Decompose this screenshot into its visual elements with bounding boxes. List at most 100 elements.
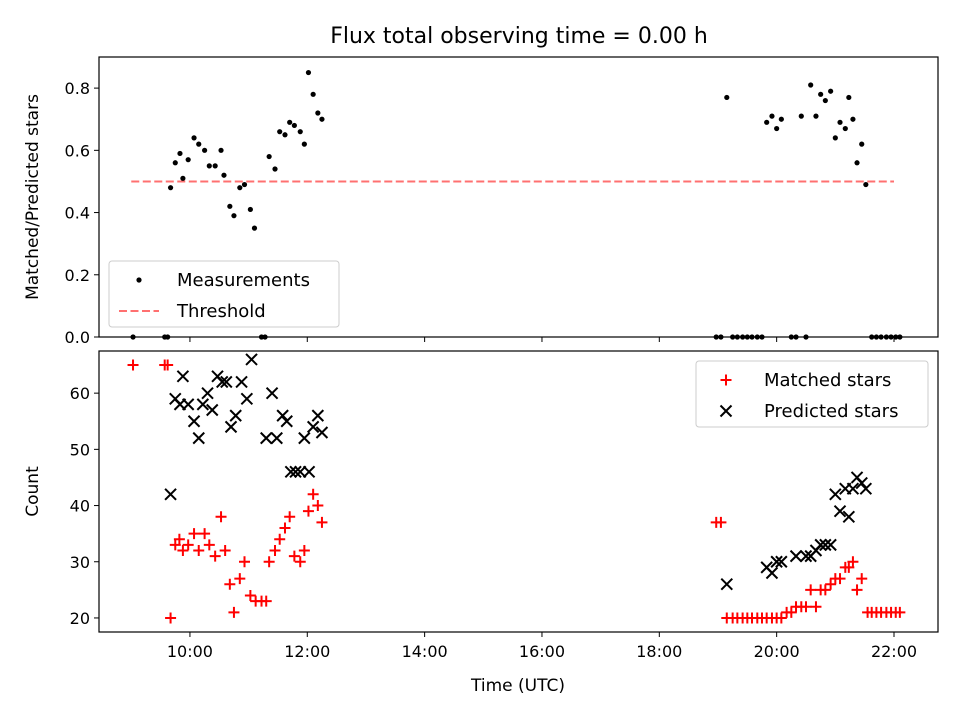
- data-point: [218, 147, 224, 153]
- data-point: [167, 185, 174, 191]
- data-point: [775, 612, 787, 624]
- data-point: [843, 561, 855, 573]
- data-point: [764, 119, 770, 125]
- axes-frame: [98, 56, 939, 338]
- data-point: [291, 122, 297, 129]
- data-point: [284, 511, 296, 523]
- data-point: [819, 538, 832, 552]
- series-plus: [127, 359, 906, 624]
- data-point: [260, 595, 272, 607]
- data-point: [209, 550, 221, 562]
- data-point: [216, 375, 229, 389]
- data-point: [245, 353, 258, 366]
- y-tick-label: 0.6: [65, 141, 90, 160]
- data-point: [287, 119, 293, 125]
- data-point: [177, 150, 183, 157]
- data-point: [297, 129, 303, 135]
- legend-entry-label: Matched stars: [764, 370, 891, 391]
- data-point: [224, 578, 236, 590]
- data-point: [187, 415, 201, 428]
- data-point: [306, 420, 320, 434]
- data-point: [818, 91, 824, 97]
- data-point: [260, 431, 273, 445]
- data-point: [834, 573, 846, 585]
- data-point: [825, 578, 837, 590]
- data-point: [832, 135, 838, 141]
- legend-handle-marker: [719, 404, 733, 418]
- data-point: [894, 606, 906, 618]
- x-tick-label: 22:00: [871, 642, 917, 661]
- data-point: [294, 465, 307, 479]
- data-point: [856, 573, 868, 585]
- data-point: [270, 431, 283, 445]
- data-point: [789, 549, 803, 563]
- x-axis-label: Time (UTC): [470, 676, 565, 696]
- data-point: [274, 533, 286, 545]
- legend-box: [108, 260, 340, 328]
- data-point: [266, 153, 272, 160]
- data-point: [316, 516, 328, 528]
- data-point: [315, 110, 321, 116]
- data-point: [182, 539, 194, 551]
- data-point: [798, 113, 804, 119]
- data-point: [854, 160, 860, 166]
- data-point: [294, 556, 306, 568]
- axes-frame: [98, 350, 939, 633]
- data-point: [855, 476, 868, 490]
- data-point: [289, 465, 302, 479]
- y-axis-label: Matched/Predicted stars: [23, 94, 43, 300]
- legend-entry-label: Measurements: [177, 270, 310, 291]
- y-tick-label: 60: [70, 384, 90, 403]
- legend: Measurements Threshold: [108, 260, 340, 328]
- y-tick-label: 0.8: [65, 79, 90, 98]
- data-point: [312, 500, 324, 512]
- data-point: [863, 181, 869, 188]
- bottom-panel: 20 30 40 50 60 10:00 12:00 14:00 16:00 18:00 20:00…: [23, 350, 939, 661]
- data-point: [227, 203, 233, 209]
- data-point: [715, 516, 727, 528]
- x-tick-label: 12:00: [284, 642, 330, 661]
- data-point: [302, 505, 314, 517]
- data-point: [311, 409, 325, 422]
- data-point: [819, 584, 831, 596]
- data-point: [244, 589, 256, 601]
- series-x: [164, 353, 873, 591]
- data-point: [251, 225, 258, 231]
- data-point: [206, 163, 212, 169]
- data-point: [284, 465, 298, 479]
- data-point: [846, 482, 860, 495]
- data-point: [181, 398, 195, 411]
- data-point: [224, 420, 238, 434]
- data-point: [810, 601, 822, 613]
- x-tick-label: 20:00: [754, 642, 800, 661]
- data-point: [301, 141, 307, 147]
- legend-box: [695, 360, 929, 428]
- data-point: [799, 549, 813, 563]
- data-point: [229, 409, 242, 422]
- data-point: [188, 528, 200, 540]
- data-point: [824, 538, 837, 552]
- data-point: [282, 132, 288, 138]
- data-point: [277, 129, 283, 135]
- data-point: [219, 545, 231, 557]
- data-point: [177, 545, 189, 557]
- data-point: [279, 522, 291, 534]
- data-point: [288, 550, 300, 562]
- data-point: [829, 488, 842, 501]
- y-tick-label: 0.4: [65, 204, 90, 223]
- data-point: [276, 409, 289, 422]
- legend-entry-label: Predicted stars: [764, 401, 898, 422]
- chart-title: Flux total observing time = 0.00 h: [330, 24, 708, 49]
- data-point: [859, 482, 873, 495]
- data-point: [228, 606, 240, 618]
- data-point: [206, 403, 219, 417]
- data-point: [193, 545, 205, 557]
- data-point: [202, 147, 208, 153]
- data-point: [162, 359, 174, 371]
- data-point: [172, 160, 178, 166]
- data-point: [847, 556, 859, 568]
- data-point: [833, 504, 847, 518]
- y-axis-label: Count: [23, 466, 43, 517]
- data-point: [240, 392, 254, 405]
